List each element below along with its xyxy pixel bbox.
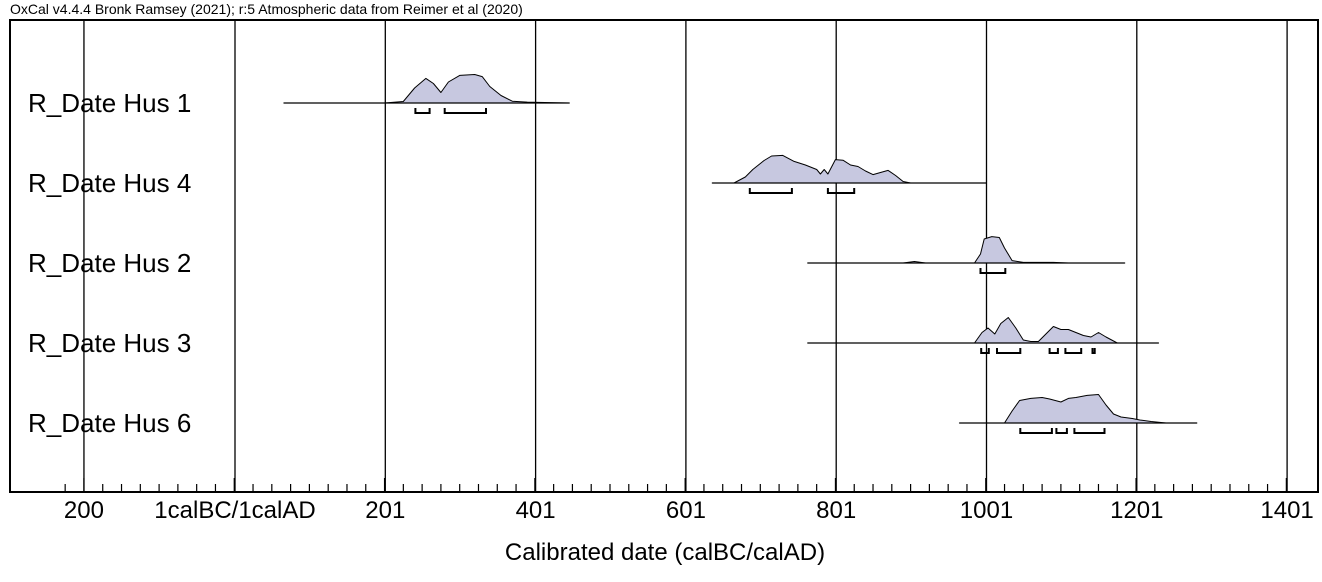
hpd-bracket (748, 188, 793, 194)
tick-label: 601 (666, 497, 706, 524)
series-row: R_Date Hus 3 (28, 317, 1160, 358)
tick-label: 1401 (1260, 497, 1313, 524)
series-label: R_Date Hus 6 (28, 408, 191, 438)
tick-label: 1001 (960, 497, 1013, 524)
hpd-bracket (1064, 348, 1083, 354)
series-row: R_Date Hus 4 (28, 154, 987, 198)
hpd-bracket (996, 348, 1022, 354)
hpd-bracket (443, 108, 487, 114)
series-row: R_Date Hus 2 (28, 236, 1126, 278)
hpd-bracket (1091, 348, 1096, 354)
density-curve (283, 74, 570, 104)
tick-label: 1201 (1110, 497, 1163, 524)
density-curve (711, 154, 987, 184)
density-curve (807, 236, 1126, 264)
tick-label: 401 (516, 497, 556, 524)
density-curve (958, 394, 1198, 424)
tick-label: 201 (365, 497, 405, 524)
series-label: R_Date Hus 3 (28, 328, 191, 358)
hpd-bracket (1073, 428, 1106, 434)
gridlines (83, 20, 1288, 492)
series-label: R_Date Hus 4 (28, 168, 191, 198)
series-group: R_Date Hus 1 R_Date Hus 4 R_Date Hus 2 R_Da… (28, 74, 1198, 438)
chart-title: OxCal v4.4.4 Bronk Ramsey (2021); r:5 At… (10, 1, 523, 17)
series-row: R_Date Hus 6 (28, 394, 1198, 438)
series-label: R_Date Hus 1 (28, 88, 191, 118)
hpd-bracket (980, 348, 990, 354)
hpd-bracket (826, 188, 856, 194)
tick-label: 801 (816, 497, 856, 524)
plot-frame (9, 19, 1319, 493)
hpd-bracket (1019, 428, 1053, 434)
series-row: R_Date Hus 1 (28, 74, 570, 118)
hpd-bracket (1048, 348, 1059, 354)
hpd-bracket (414, 108, 431, 114)
density-curve (807, 317, 1160, 344)
x-axis-label: Calibrated date (calBC/calAD) (505, 539, 825, 566)
tick-label: 200 (64, 497, 104, 524)
hpd-bracket (1055, 428, 1068, 434)
hpd-bracket (979, 268, 1007, 274)
series-label: R_Date Hus 2 (28, 248, 191, 278)
tick-label: 1calBC/1calAD (154, 497, 315, 524)
x-axis: 200 1calBC/1calAD 201 401 601 801 1001 1201 1401 (64, 478, 1314, 524)
